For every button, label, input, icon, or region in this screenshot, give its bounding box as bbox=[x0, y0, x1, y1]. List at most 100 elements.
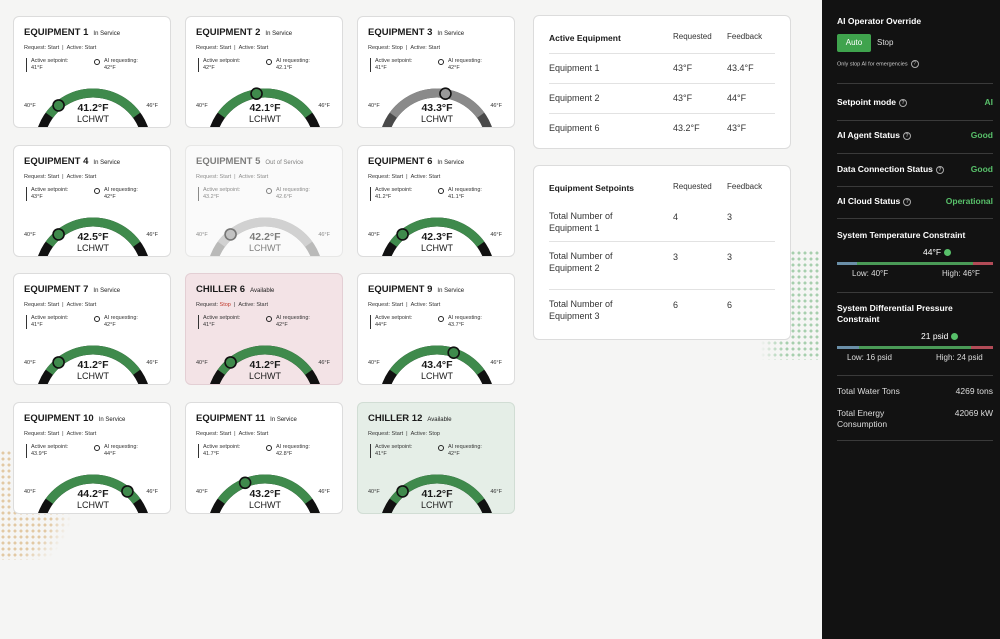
gauge-band bbox=[389, 345, 485, 376]
equipment-card[interactable]: EQUIPMENT 7 In Service Request: Start | Acti… bbox=[13, 273, 171, 385]
ring-icon bbox=[94, 445, 100, 451]
card-request-line: Request: Start | Active: Start bbox=[196, 431, 269, 437]
card-status: In Service bbox=[98, 417, 126, 423]
lchwt-gauge bbox=[210, 217, 320, 256]
lchwt-gauge bbox=[210, 474, 320, 513]
row-feedback: 43.4°F bbox=[727, 63, 754, 73]
col-feedback: Feedback bbox=[727, 32, 763, 41]
gauge-unit: LCHWT bbox=[77, 371, 109, 381]
ai-cloud-status-row: AI Cloud Status? Operational bbox=[837, 196, 993, 206]
card-title: EQUIPMENT 1 In Service bbox=[24, 27, 121, 38]
gauge-unit: LCHWT bbox=[249, 243, 281, 253]
equipment-card[interactable]: EQUIPMENT 9 In Service Request: Start | Acti… bbox=[357, 273, 515, 385]
equipment-card[interactable]: EQUIPMENT 5 Out of Service Request: Start |… bbox=[185, 145, 343, 257]
equipment-card[interactable]: EQUIPMENT 3 In Service Request: Stop | Activ… bbox=[357, 16, 515, 128]
card-status: In Service bbox=[437, 160, 465, 166]
row-name: Equipment 2 bbox=[549, 93, 600, 103]
lchwt-gauge bbox=[382, 217, 492, 256]
lchwt-gauge bbox=[38, 217, 148, 256]
active-equipment-panel: Active Equipment Requested Feedback Equi… bbox=[533, 15, 791, 149]
override-note: Only stop AI for emergencies? bbox=[837, 60, 919, 68]
card-title: CHILLER 12 Available bbox=[368, 413, 452, 424]
stop-button[interactable]: Stop bbox=[877, 38, 894, 47]
card-request-line: Request: Start | Active: Start bbox=[196, 45, 269, 51]
equipment-card[interactable]: EQUIPMENT 10 In Service Request: Start | Act… bbox=[13, 402, 171, 514]
card-title: EQUIPMENT 10 In Service bbox=[24, 413, 126, 424]
card-request-line: Request: Start | Active: Start bbox=[368, 174, 441, 180]
col-requested: Requested bbox=[673, 182, 712, 191]
equipment-card[interactable]: EQUIPMENT 11 In Service Request: Start | Act… bbox=[185, 402, 343, 514]
gauge-low-label: 40°F bbox=[368, 103, 380, 109]
divider bbox=[837, 375, 993, 376]
check-icon bbox=[944, 249, 952, 257]
gauge-band bbox=[217, 88, 313, 119]
row-feedback: 6 bbox=[727, 300, 733, 310]
card-title: EQUIPMENT 11 In Service bbox=[196, 413, 297, 424]
gauge-unit: LCHWT bbox=[421, 114, 453, 124]
card-title: EQUIPMENT 2 In Service bbox=[196, 27, 293, 38]
help-icon[interactable]: ? bbox=[910, 60, 919, 68]
gauge-value: 41.2°F bbox=[77, 359, 109, 371]
ring-icon bbox=[266, 316, 272, 322]
card-active-setpoint: Active setpoint: 41.7°F bbox=[198, 444, 240, 458]
card-active-setpoint: Active setpoint: 43.2°F bbox=[198, 187, 240, 201]
gauge-unit: LCHWT bbox=[421, 500, 453, 510]
card-ai-requesting: AI requesting: 44°F bbox=[94, 444, 138, 458]
gauge-unit: LCHWT bbox=[77, 243, 109, 253]
row-requested: 6 bbox=[673, 300, 679, 310]
equipment-card[interactable]: EQUIPMENT 4 In Service Request: Start | Acti… bbox=[13, 145, 171, 257]
card-title: EQUIPMENT 3 In Service bbox=[368, 27, 465, 38]
row-feedback: 44°F bbox=[727, 93, 747, 103]
divider bbox=[549, 113, 775, 114]
card-active-setpoint: Active setpoint: 41°F bbox=[26, 315, 68, 329]
lchwt-gauge bbox=[210, 345, 320, 384]
divider bbox=[837, 218, 993, 219]
gauge-low-label: 40°F bbox=[24, 360, 36, 366]
equipment-card[interactable]: EQUIPMENT 1 In Service Request: Start | Acti… bbox=[13, 16, 171, 128]
card-status: In Service bbox=[437, 31, 465, 37]
card-ai-requesting: AI requesting: 42°F bbox=[438, 444, 482, 458]
gauge-unit: LCHWT bbox=[77, 500, 109, 510]
gauge-high-label: 46°F bbox=[146, 489, 158, 495]
card-active-setpoint: Active setpoint: 41.2°F bbox=[370, 187, 412, 201]
card-ai-requesting: AI requesting: 42°F bbox=[94, 187, 138, 201]
equipment-card[interactable]: CHILLER 12 Available Request: Start | Active… bbox=[357, 402, 515, 514]
card-title: CHILLER 6 Available bbox=[196, 284, 275, 295]
gauge-value: 42.1°F bbox=[249, 102, 281, 114]
setpoint-mode-row: Setpoint mode? AI bbox=[837, 97, 993, 107]
auto-button[interactable]: Auto bbox=[837, 34, 871, 52]
gauge-marker bbox=[250, 87, 263, 100]
card-title: EQUIPMENT 4 In Service bbox=[24, 156, 121, 167]
total-water-tons: Total Water Tons 4269 tons bbox=[837, 386, 993, 396]
check-icon bbox=[951, 333, 959, 341]
gauge-band bbox=[217, 474, 313, 505]
equipment-card[interactable]: EQUIPMENT 2 In Service Request: Start | Acti… bbox=[185, 16, 343, 128]
divider bbox=[837, 120, 993, 121]
lchwt-gauge bbox=[38, 345, 148, 384]
ring-icon bbox=[94, 188, 100, 194]
gauge-unit: LCHWT bbox=[421, 371, 453, 381]
equipment-card[interactable]: EQUIPMENT 6 In Service Request: Start | Acti… bbox=[357, 145, 515, 257]
help-icon[interactable]: ? bbox=[935, 165, 944, 174]
equipment-card[interactable]: CHILLER 6 Available Request: Stop | Active: … bbox=[185, 273, 343, 385]
row-name: Total Number of Equipment 2 bbox=[549, 251, 613, 274]
divider bbox=[549, 241, 775, 242]
gauge-marker bbox=[121, 485, 134, 498]
help-icon[interactable]: ? bbox=[903, 197, 912, 206]
row-feedback: 3 bbox=[727, 252, 733, 262]
pressure-constraint-title: System Differential Pressure Constraint bbox=[837, 303, 953, 325]
gauge-value: 43.2°F bbox=[249, 488, 281, 500]
divider bbox=[837, 83, 993, 84]
lchwt-gauge bbox=[38, 474, 148, 513]
gauge-high-label: 46°F bbox=[490, 489, 502, 495]
card-status: In Service bbox=[93, 160, 121, 166]
ring-icon bbox=[266, 59, 272, 65]
gauge-marker bbox=[396, 228, 409, 241]
gauge-marker bbox=[447, 346, 460, 359]
help-icon[interactable]: ? bbox=[902, 131, 911, 140]
ring-icon bbox=[266, 445, 272, 451]
gauge-marker bbox=[238, 476, 252, 490]
help-icon[interactable]: ? bbox=[899, 98, 908, 107]
gauge-value: 44.2°F bbox=[77, 488, 109, 500]
card-ai-requesting: AI requesting: 42°F bbox=[438, 58, 482, 72]
